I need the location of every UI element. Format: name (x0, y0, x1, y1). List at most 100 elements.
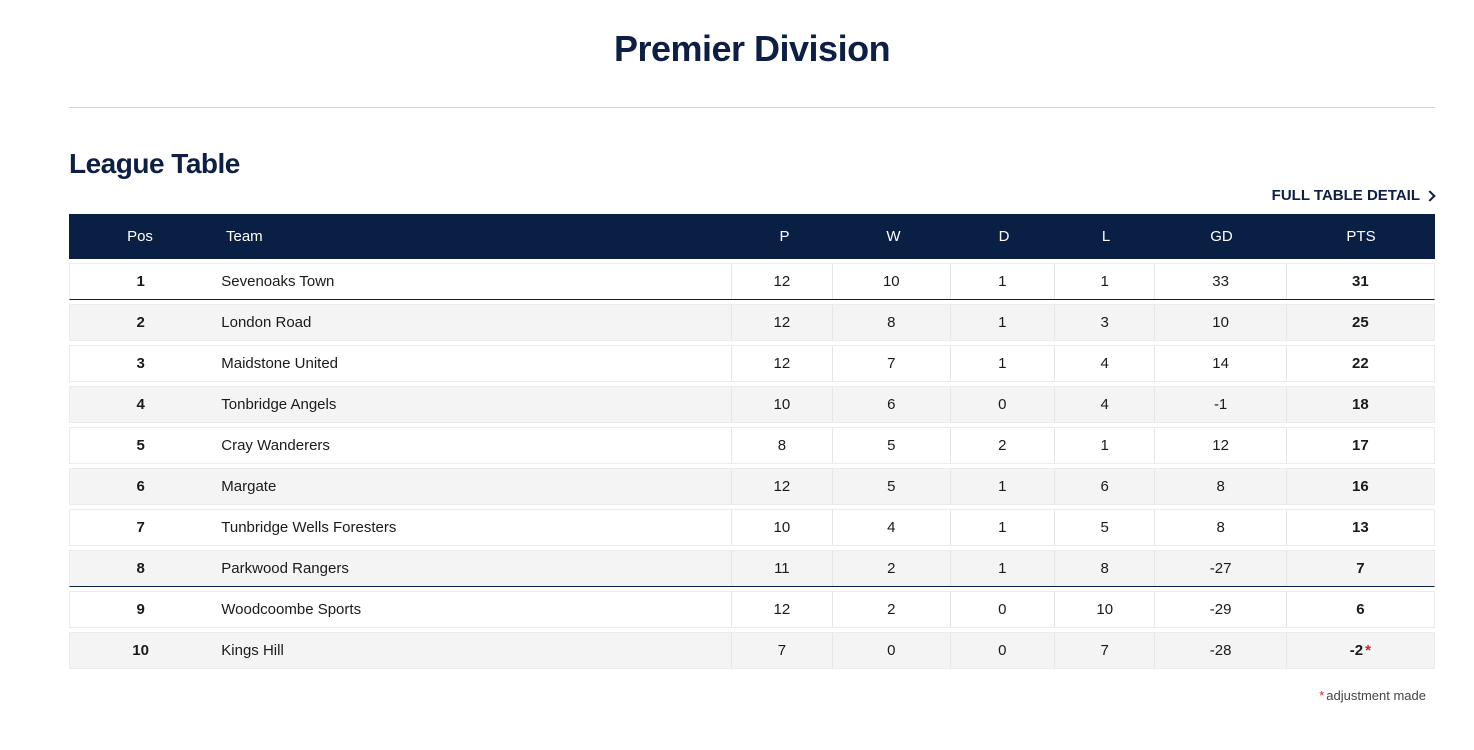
table-row[interactable]: 10 Kings Hill 7 0 0 7 -28 -2 * (69, 632, 1435, 669)
cell-points-text: 22 (1352, 355, 1369, 372)
header-played[interactable]: P (779, 228, 790, 245)
cell-team[interactable]: Sevenoaks Town (211, 264, 732, 299)
cell-team[interactable]: Cray Wanderers (211, 428, 732, 463)
table-row[interactable]: 5 Cray Wanderers 8 5 2 1 12 17 (69, 427, 1435, 464)
cell-pos-text: 7 (136, 519, 145, 536)
table-row[interactable]: 1 Sevenoaks Town 12 10 1 1 33 31 (69, 263, 1435, 300)
cell-team[interactable]: Woodcoombe Sports (211, 592, 732, 627)
table-row[interactable]: 3 Maidstone United 12 7 1 4 14 22 (69, 345, 1435, 382)
cell-team-text: Parkwood Rangers (221, 560, 349, 577)
table-row[interactable]: 9 Woodcoombe Sports 12 2 0 10 -29 6 (69, 591, 1435, 628)
header-team[interactable]: Team (226, 228, 263, 245)
cell-played: 12 (732, 305, 834, 340)
cell-lost: 4 (1055, 346, 1156, 381)
cell-goal-difference-text: -28 (1209, 642, 1232, 659)
cell-played-text: 10 (773, 396, 791, 413)
cell-drawn-text: 0 (998, 396, 1007, 413)
cell-drawn: 2 (951, 428, 1055, 463)
cell-pos: 3 (70, 346, 211, 381)
cell-played-text: 12 (773, 601, 791, 618)
cell-team-text: Margate (221, 478, 277, 495)
cell-goal-difference-text: -1 (1213, 396, 1228, 413)
full-table-detail-link[interactable]: FULL TABLE DETAIL (1272, 187, 1436, 204)
header-points[interactable]: PTS (1346, 228, 1376, 245)
cell-goal-difference: -29 (1155, 592, 1287, 627)
cell-team-text: Sevenoaks Town (221, 273, 335, 290)
cell-points: 7 (1287, 551, 1434, 586)
header-goal-difference[interactable]: GD (1210, 228, 1233, 245)
cell-lost-text: 10 (1096, 601, 1114, 618)
cell-team[interactable]: Margate (211, 469, 732, 504)
cell-team[interactable]: London Road (211, 305, 732, 340)
cell-pos-text: 5 (136, 437, 145, 454)
table-row[interactable]: 4 Tonbridge Angels 10 6 0 4 -1 18 (69, 386, 1435, 423)
adjustment-footnote: * adjustment made (1319, 688, 1426, 703)
cell-goal-difference-text: 12 (1212, 437, 1229, 454)
cell-goal-difference: -1 (1155, 387, 1287, 422)
cell-won: 2 (833, 592, 951, 627)
table-row[interactable]: 6 Margate 12 5 1 6 8 16 (69, 468, 1435, 505)
cell-team-text: Tunbridge Wells Foresters (221, 519, 397, 536)
cell-drawn: 1 (951, 510, 1055, 545)
cell-lost-text: 4 (1100, 396, 1109, 413)
cell-points-text: 25 (1352, 314, 1369, 331)
cell-goal-difference: 14 (1155, 346, 1287, 381)
cell-points: -2 * (1287, 633, 1434, 668)
cell-pos-text: 6 (136, 478, 145, 495)
cell-goal-difference: 10 (1155, 305, 1287, 340)
cell-drawn-text: 1 (998, 519, 1007, 536)
cell-won: 6 (833, 387, 951, 422)
cell-pos-text: 8 (136, 560, 145, 577)
cell-team[interactable]: Parkwood Rangers (211, 551, 732, 586)
table-header: Pos Team P W D L GD PTS (69, 214, 1435, 259)
cell-goal-difference-text: -27 (1209, 560, 1232, 577)
cell-lost: 6 (1055, 469, 1156, 504)
table-row[interactable]: 2 London Road 12 8 1 3 10 25 (69, 304, 1435, 341)
cell-team[interactable]: Maidstone United (211, 346, 732, 381)
cell-points: 16 (1287, 469, 1434, 504)
cell-won: 5 (833, 428, 951, 463)
cell-team-text: Cray Wanderers (221, 437, 330, 454)
cell-lost: 7 (1055, 633, 1156, 668)
cell-points-text: 13 (1352, 519, 1369, 536)
table-row[interactable]: 7 Tunbridge Wells Foresters 10 4 1 5 8 13 (69, 509, 1435, 546)
cell-played: 12 (732, 592, 834, 627)
cell-lost: 10 (1055, 592, 1156, 627)
cell-pos: 5 (70, 428, 211, 463)
cell-played: 10 (732, 387, 834, 422)
cell-team[interactable]: Tonbridge Angels (211, 387, 732, 422)
cell-team-text: Kings Hill (221, 642, 284, 659)
cell-points: 31 (1287, 264, 1434, 299)
cell-goal-difference: -27 (1155, 551, 1287, 586)
header-lost[interactable]: L (1101, 228, 1111, 245)
cell-pos: 2 (70, 305, 211, 340)
league-table: Pos Team P W D L GD PTS 1 Sevenoaks Town 1… (69, 214, 1435, 669)
header-drawn[interactable]: D (998, 228, 1010, 245)
cell-won-text: 2 (887, 560, 896, 577)
cell-team-text: Maidstone United (221, 355, 338, 372)
header-pos[interactable]: Pos (127, 228, 153, 245)
cell-points: 17 (1287, 428, 1434, 463)
cell-points-text: 16 (1352, 478, 1369, 495)
cell-lost-text: 8 (1100, 560, 1109, 577)
header-won[interactable]: W (886, 228, 901, 245)
cell-played: 10 (732, 510, 834, 545)
cell-team[interactable]: Kings Hill (211, 633, 732, 668)
cell-lost-text: 5 (1100, 519, 1109, 536)
cell-won: 7 (833, 346, 951, 381)
cell-points-text: 18 (1352, 396, 1369, 413)
cell-pos-text: 3 (136, 355, 145, 372)
cell-played: 12 (732, 346, 834, 381)
cell-drawn: 1 (951, 469, 1055, 504)
cell-points: 6 (1287, 592, 1434, 627)
cell-played-text: 10 (773, 519, 791, 536)
table-row[interactable]: 8 Parkwood Rangers 11 2 1 8 -27 7 (69, 550, 1435, 587)
cell-lost: 1 (1055, 264, 1156, 299)
cell-drawn-text: 1 (998, 273, 1007, 290)
section-title: League Table (69, 148, 240, 179)
cell-lost-text: 1 (1100, 437, 1109, 454)
cell-lost: 4 (1055, 387, 1156, 422)
cell-played: 12 (732, 469, 834, 504)
cell-points-text: 31 (1352, 273, 1369, 290)
cell-team[interactable]: Tunbridge Wells Foresters (211, 510, 732, 545)
